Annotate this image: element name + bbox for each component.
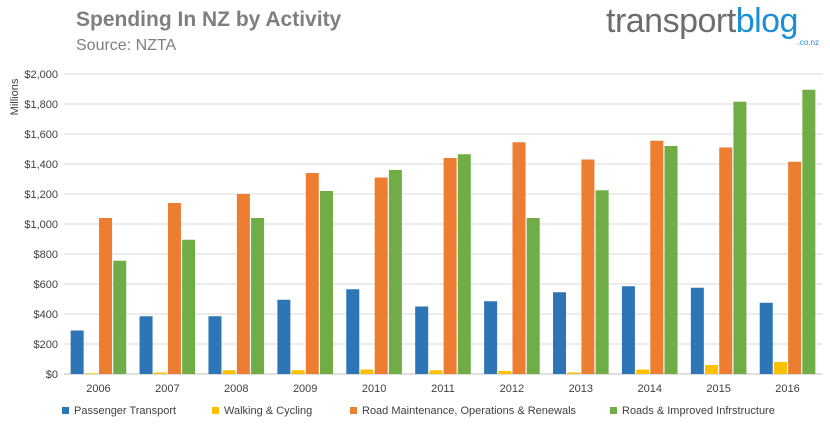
bar-2013-passenger-transport: [553, 292, 567, 374]
legend-swatch: [350, 407, 357, 414]
bar-2010-passenger-transport: [346, 289, 360, 374]
bar-2007-passenger-transport: [139, 316, 153, 374]
bar-2014-passenger-transport: [621, 286, 635, 374]
legend-swatch: [62, 407, 69, 414]
x-tick-label: 2012: [500, 383, 524, 395]
x-tick-label: 2006: [86, 383, 110, 395]
bar-2009-walking-cycling: [291, 370, 305, 374]
bar-2010-roads-improved-infrstructure: [388, 170, 402, 374]
y-tick-label: $1,200: [24, 189, 58, 201]
bar-2006-walking-cycling: [84, 373, 98, 374]
x-tick-label: 2009: [293, 383, 317, 395]
bar-2006-road-maintenance-operations-renewals: [99, 218, 113, 374]
bar-2013-roads-improved-infrstructure: [595, 190, 609, 374]
x-tick-label: 2015: [706, 383, 730, 395]
legend-item: Roads & Improved Infrstructure: [610, 405, 775, 417]
bar-chart: $0 $200 $400 $600 $800 $1,000 $1,200 $1,400 $1,6…: [9, 69, 822, 395]
y-tick-label: $400: [34, 309, 58, 321]
y-tick-label: $2,000: [24, 69, 58, 81]
x-tick-label: 2007: [155, 383, 179, 395]
bar-2014-walking-cycling: [636, 369, 650, 374]
bar-2011-roads-improved-infrstructure: [457, 154, 471, 374]
x-tick-label: 2016: [775, 383, 799, 395]
chart-title: Spending In NZ by Activity: [76, 8, 342, 31]
transportblog-logo: transportblog .co.nz: [606, 2, 821, 48]
logo-word-transport: transport: [606, 2, 736, 40]
bar-2016-roads-improved-infrstructure: [802, 89, 816, 374]
legend-swatch: [212, 407, 219, 414]
legend-item: Walking & Cycling: [212, 405, 312, 417]
legend-item: Road Maintenance, Operations & Renewals: [350, 405, 576, 417]
bar-2008-roads-improved-infrstructure: [251, 218, 265, 374]
chart-subtitle: Source: NZTA: [76, 37, 177, 54]
bar-2014-road-maintenance-operations-renewals: [650, 140, 664, 374]
legend: Passenger Transport Walking & Cycling Road…: [62, 405, 822, 421]
x-axis-ticks: 2006 2007 2008 2009 2010 2011 2012 2013 2014 2015…: [86, 383, 800, 395]
bar-2009-roads-improved-infrstructure: [319, 191, 333, 374]
y-tick-label: $1,000: [24, 219, 58, 231]
bar-2012-road-maintenance-operations-renewals: [512, 142, 526, 374]
bar-2013-walking-cycling: [567, 372, 581, 374]
x-tick-label: 2011: [431, 383, 455, 395]
bar-2006-roads-improved-infrstructure: [113, 260, 127, 374]
bar-2011-walking-cycling: [429, 370, 443, 374]
bar-2014-roads-improved-infrstructure: [664, 146, 678, 374]
y-tick-label: $1,600: [24, 129, 58, 141]
y-axis-ticks: $0 $200 $400 $600 $800 $1,000 $1,200 $1,400 $1,6…: [24, 69, 58, 381]
x-tick-label: 2014: [637, 383, 661, 395]
bar-2007-walking-cycling: [153, 372, 167, 374]
y-tick-label: $1,800: [24, 99, 58, 111]
x-tick-label: 2008: [224, 383, 248, 395]
bar-2015-passenger-transport: [690, 287, 704, 374]
logo-wordmark: transportblog: [606, 2, 798, 41]
bar-2011-road-maintenance-operations-renewals: [443, 158, 457, 374]
bar-2006-passenger-transport: [70, 330, 84, 374]
y-tick-label: $0: [46, 369, 58, 381]
y-axis-label: Millions: [9, 78, 21, 115]
bar-2008-passenger-transport: [208, 316, 222, 374]
legend-label: Passenger Transport: [74, 405, 177, 417]
bar-2011-passenger-transport: [415, 306, 429, 374]
bar-2010-road-maintenance-operations-renewals: [374, 177, 388, 374]
bar-2016-road-maintenance-operations-renewals: [788, 161, 802, 374]
bar-2008-walking-cycling: [222, 370, 236, 374]
bar-2013-road-maintenance-operations-renewals: [581, 159, 595, 374]
bar-2016-passenger-transport: [759, 302, 773, 374]
bar-2007-roads-improved-infrstructure: [182, 239, 196, 374]
bar-2015-roads-improved-infrstructure: [733, 101, 747, 374]
x-tick-label: 2013: [569, 383, 593, 395]
bar-2008-road-maintenance-operations-renewals: [236, 194, 250, 374]
bar-2012-walking-cycling: [498, 371, 512, 374]
legend-item: Passenger Transport: [62, 405, 176, 417]
legend-label: Roads & Improved Infrstructure: [622, 405, 775, 417]
y-tick-label: $800: [34, 249, 58, 261]
y-tick-label: $600: [34, 279, 58, 291]
legend-label: Walking & Cycling: [224, 405, 313, 417]
bars: [70, 89, 816, 374]
bar-2015-walking-cycling: [705, 365, 719, 374]
bar-2016-walking-cycling: [773, 362, 787, 374]
bar-2012-passenger-transport: [484, 301, 498, 374]
bar-2009-passenger-transport: [277, 299, 291, 374]
y-tick-label: $1,400: [24, 159, 58, 171]
logo-word-blog: blog: [735, 2, 799, 40]
bar-2007-road-maintenance-operations-renewals: [167, 203, 181, 374]
legend-swatch: [610, 407, 617, 414]
x-tick-label: 2010: [362, 383, 386, 395]
bar-2009-road-maintenance-operations-renewals: [305, 173, 319, 374]
bar-2010-walking-cycling: [360, 369, 374, 374]
bar-2015-road-maintenance-operations-renewals: [719, 147, 733, 374]
bar-2012-roads-improved-infrstructure: [526, 218, 540, 374]
logo-domain-suffix: .co.nz: [797, 38, 819, 47]
legend-label: Road Maintenance, Operations & Renewals: [362, 405, 577, 417]
y-tick-label: $200: [34, 339, 58, 351]
